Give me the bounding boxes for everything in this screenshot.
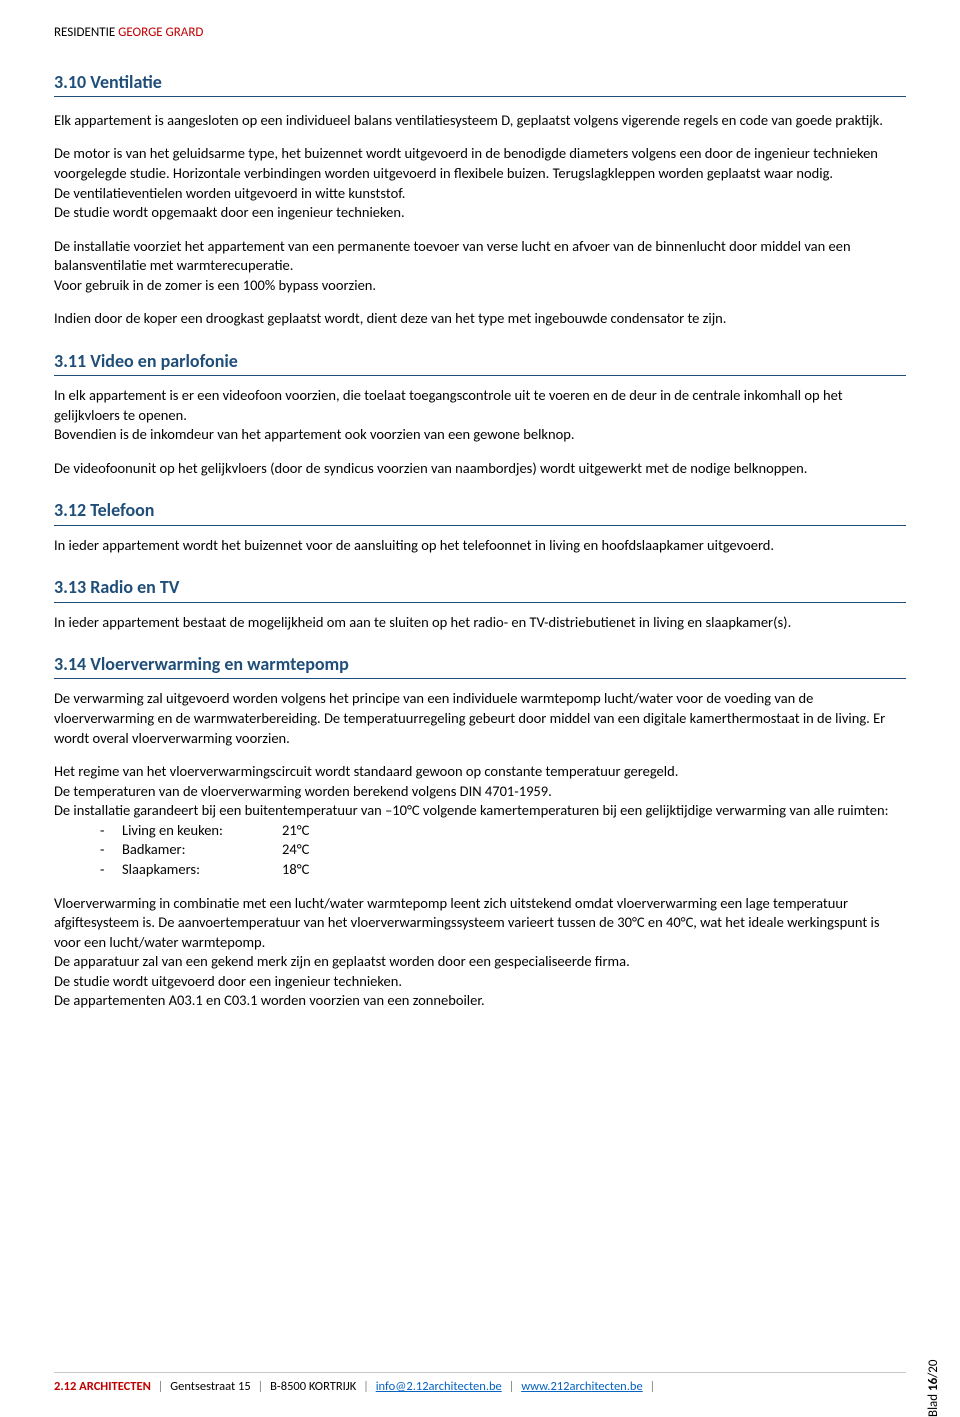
room-label: Slaapkamers: — [122, 860, 282, 880]
list-item: Slaapkamers:18°C — [122, 860, 906, 880]
body-text: De installatie garandeert bij een buiten… — [54, 801, 906, 821]
room-label: Living en keuken: — [122, 821, 282, 841]
body-text: De ventilatieventielen worden uitgevoerd… — [54, 184, 906, 204]
temperature-list: Living en keuken:21°C Badkamer:24°C Slaa… — [54, 821, 906, 880]
body-text: Bovendien is de inkomdeur van het appart… — [54, 425, 906, 445]
body-text: De installatie voorziet het appartement … — [54, 237, 906, 276]
list-item: Badkamer:24°C — [122, 840, 906, 860]
body-text: Voor gebruik in de zomer is een 100% byp… — [54, 276, 906, 296]
room-label: Badkamer: — [122, 840, 282, 860]
body-text: De motor is van het geluidsarme type, he… — [54, 144, 906, 183]
body-text: Vloerverwarming in combinatie met een lu… — [54, 894, 906, 953]
separator: | — [359, 1379, 373, 1394]
page-label: Blad — [925, 1391, 940, 1417]
header-prefix: RESIDENTIE — [54, 25, 118, 40]
separator: | — [646, 1379, 660, 1394]
body-text: In ieder appartement wordt het buizennet… — [54, 536, 906, 556]
document-footer: 2.12 ARCHITECTEN | Gentsestraat 15 | B-8… — [54, 1372, 906, 1396]
body-text: Indien door de koper een droogkast gepla… — [54, 309, 906, 329]
body-text: De temperaturen van de vloerverwarming w… — [54, 782, 906, 802]
heading-3-10: 3.10 Ventilatie — [54, 70, 906, 97]
separator: | — [154, 1379, 168, 1394]
body-text: Elk appartement is aangesloten op een in… — [54, 111, 906, 131]
footer-email-link[interactable]: info@2.12architecten.be — [376, 1379, 502, 1394]
body-text: De studie wordt uitgevoerd door een inge… — [54, 972, 906, 992]
footer-web-link[interactable]: www.212architecten.be — [521, 1379, 643, 1394]
body-text: In ieder appartement bestaat de mogelijk… — [54, 613, 906, 633]
header-brand: GEORGE GRARD — [118, 25, 203, 40]
heading-3-14: 3.14 Vloerverwarming en warmtepomp — [54, 652, 906, 679]
heading-3-12: 3.12 Telefoon — [54, 498, 906, 525]
body-text: De appartementen A03.1 en C03.1 worden v… — [54, 991, 906, 1011]
body-text: De videofoonunit op het gelijkvloers (do… — [54, 459, 906, 479]
document-header: RESIDENTIE GEORGE GRARD — [54, 24, 906, 42]
list-item: Living en keuken:21°C — [122, 821, 906, 841]
heading-3-11: 3.11 Video en parlofonie — [54, 349, 906, 376]
body-text: In elk appartement is er een videofoon v… — [54, 386, 906, 425]
body-text: Het regime van het vloerverwarmingscircu… — [54, 762, 906, 782]
separator: | — [505, 1379, 519, 1394]
body-text: De apparatuur zal van een gekend merk zi… — [54, 952, 906, 972]
footer-city: B-8500 KORTRIJK — [270, 1379, 356, 1394]
body-text: De studie wordt opgemaakt door een ingen… — [54, 203, 906, 223]
room-temp: 21°C — [282, 821, 309, 839]
separator: | — [254, 1379, 268, 1394]
room-temp: 24°C — [282, 840, 309, 858]
page-total: /20 — [925, 1360, 940, 1378]
page-current: 16 — [925, 1378, 940, 1391]
room-temp: 18°C — [282, 860, 309, 878]
body-text: De verwarming zal uitgevoerd worden volg… — [54, 689, 906, 748]
heading-3-13: 3.13 Radio en TV — [54, 575, 906, 602]
footer-company: 2.12 ARCHITECTEN — [54, 1379, 151, 1394]
page-number: Blad 16/20 — [924, 1360, 942, 1417]
footer-address: Gentsestraat 15 — [170, 1379, 250, 1394]
